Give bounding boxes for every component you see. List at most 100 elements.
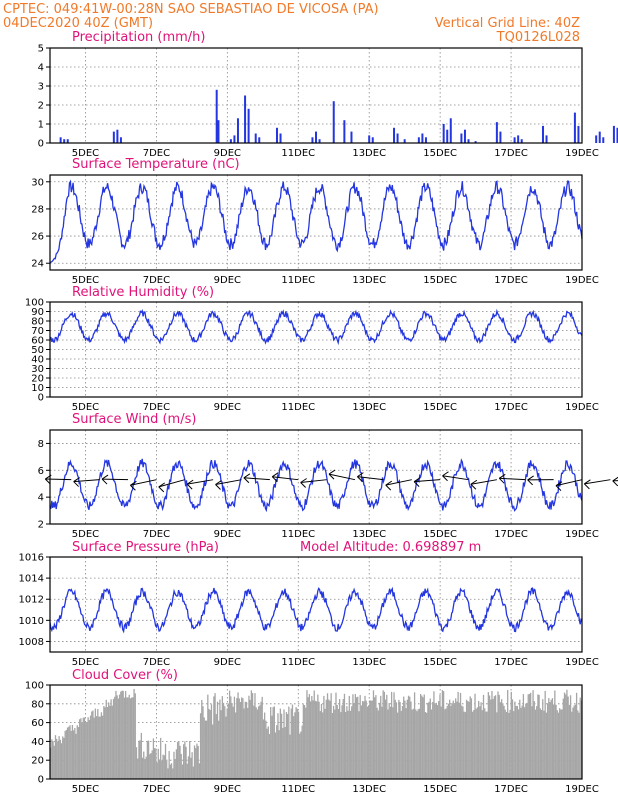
cloud-bar: [231, 703, 233, 779]
cloud-bar: [438, 701, 440, 779]
cloud-bar: [108, 702, 110, 779]
cloud-bar: [469, 696, 471, 779]
precip-bar: [577, 125, 580, 143]
cloud-bar: [494, 695, 497, 779]
cloud-bar: [484, 708, 486, 779]
cloud-bar: [193, 745, 196, 779]
cloud-bar: [392, 707, 394, 779]
cloud-bar: [451, 703, 453, 779]
x-tick-label: 7DEC: [143, 657, 170, 668]
cloud-bar: [531, 706, 533, 779]
precip-bar: [520, 139, 523, 143]
x-tick-label: 11DEC: [281, 529, 315, 540]
cloud-bar: [492, 698, 494, 779]
y-tick-label: 50: [31, 345, 44, 356]
cloud-bar: [100, 712, 103, 779]
cloud-bar: [111, 705, 113, 779]
cloud-bar: [243, 708, 245, 779]
wind-arrow: [215, 479, 242, 485]
cloud-bar: [77, 727, 80, 779]
cloud-bar: [381, 706, 383, 779]
cloud-bar: [205, 720, 208, 779]
cloud-bar: [366, 706, 369, 779]
wind-arrow-head: [130, 484, 136, 491]
cloud-bar: [286, 713, 289, 779]
cloud-bar: [280, 713, 283, 779]
wind-arrow: [499, 477, 526, 481]
cloud-bar: [195, 748, 197, 779]
cloud-bar: [122, 690, 124, 779]
cloud-bar: [221, 696, 223, 779]
cloud-bar: [532, 690, 534, 779]
cloud-bar: [163, 755, 165, 779]
cloud-bar: [128, 694, 130, 779]
wind-arrow: [357, 476, 384, 481]
header-vertical-grid: Vertical Grid Line: 40Z: [435, 16, 580, 31]
cloud-bar: [346, 706, 348, 779]
cloud-bar: [150, 753, 152, 779]
cloud-bar: [522, 694, 525, 779]
cloud-bar: [86, 723, 88, 779]
cloud-bar: [544, 690, 546, 779]
y-tick-label: 1014: [19, 574, 44, 585]
cloud-bar: [369, 700, 371, 779]
wind-arrow: [385, 479, 412, 486]
cloud-bar: [384, 699, 387, 779]
cloud-bar: [158, 759, 161, 779]
wind-arrow: [130, 479, 157, 486]
cloud-bar: [88, 719, 90, 779]
cloud-bar: [293, 716, 295, 779]
cloud-bar: [387, 709, 389, 779]
wind-arrow: [470, 479, 497, 485]
cloud-bar: [204, 720, 207, 779]
cloud-bar: [314, 700, 317, 779]
wind-arrow-head: [271, 472, 279, 478]
wind-arrow-head: [186, 483, 193, 490]
cloud-bar: [69, 725, 71, 779]
wind-arrow-head: [385, 480, 393, 486]
cloud-bar: [81, 722, 83, 779]
cloud-bar: [579, 697, 581, 779]
y-tick-label: 1008: [19, 637, 44, 648]
cloud-bar: [272, 707, 274, 779]
cloud-bar: [352, 694, 354, 779]
cloud-bar: [565, 694, 567, 779]
cloud-bar: [230, 696, 232, 779]
panel-title-humidity: Relative Humidity (%): [72, 285, 214, 300]
y-tick-label: 100: [25, 681, 44, 692]
cloud-bar: [538, 694, 540, 779]
x-tick-label: 15DEC: [423, 657, 457, 668]
cloud-bar: [101, 715, 104, 779]
cloud-bar: [216, 701, 219, 779]
cloud-bar: [432, 701, 434, 779]
cloud-bar: [174, 758, 176, 779]
cloud-bar: [527, 694, 529, 779]
precip-bar: [66, 139, 69, 143]
cloud-bar: [364, 695, 366, 779]
cloud-bar: [109, 705, 111, 779]
cloud-bar: [316, 701, 318, 779]
cloud-bar: [511, 699, 514, 779]
x-tick-label: 9DEC: [214, 275, 241, 286]
cloud-bar: [507, 690, 509, 779]
cloud-bar: [436, 705, 439, 779]
cloud-bar: [236, 698, 238, 779]
x-tick-label: 19DEC: [565, 402, 599, 413]
y-tick-label: 1010: [19, 616, 44, 627]
cloud-bar: [126, 697, 128, 779]
cloud-bar: [308, 694, 311, 779]
y-tick-label: 80: [31, 317, 44, 328]
cloud-bar: [546, 703, 549, 779]
cloud-bar: [569, 695, 572, 779]
cloud-bar: [365, 700, 367, 779]
cloud-bar: [196, 743, 198, 779]
cloud-bar: [115, 690, 117, 779]
precip-bar: [396, 133, 399, 143]
cloud-bar: [353, 703, 355, 779]
cloud-bar: [428, 701, 430, 779]
y-tick-label: 10: [31, 383, 44, 394]
cloud-bar: [348, 695, 350, 779]
cloud-bar: [488, 695, 491, 779]
header-date: 04DEC2020 40Z (GMT): [3, 16, 153, 31]
cloud-bar: [53, 745, 55, 779]
